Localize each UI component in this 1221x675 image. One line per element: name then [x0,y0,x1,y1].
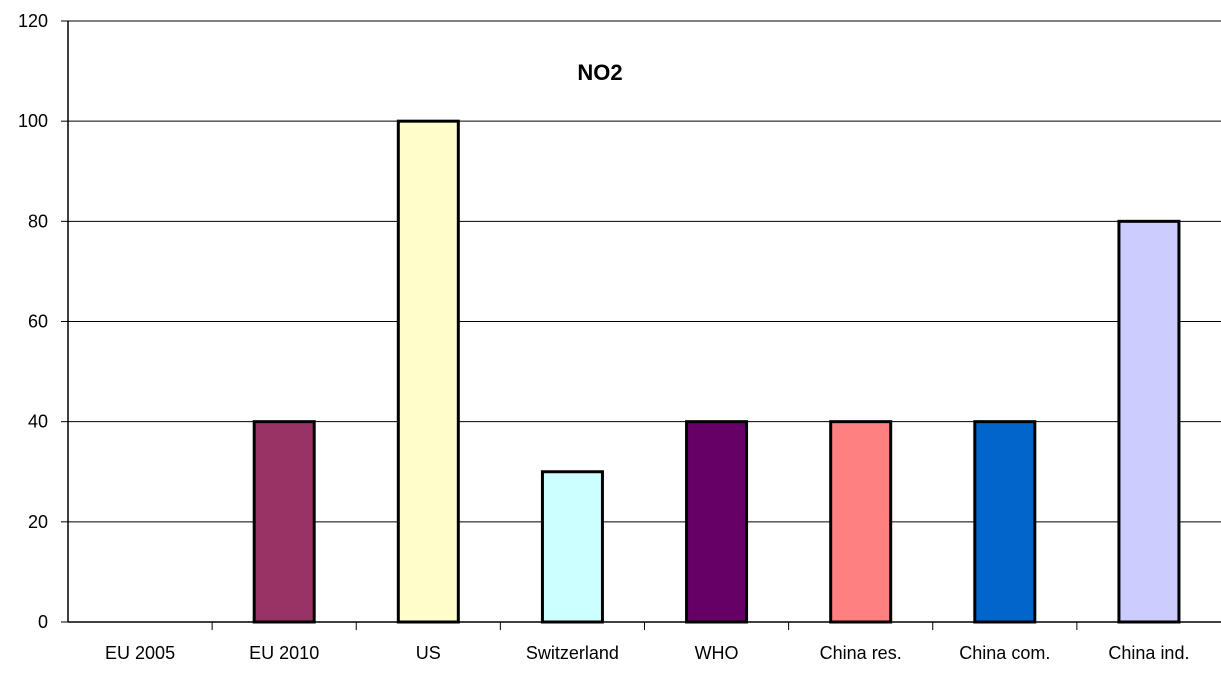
y-tick-label: 100 [18,111,48,131]
labels: 0 20 40 60 80 100 120 EU 2005 EU 2010 US Switzerla… [18,11,1190,663]
category-label: China res. [820,643,902,663]
bar-4 [685,420,749,624]
category-label: EU 2005 [105,643,175,663]
y-tick-label: 120 [18,11,48,31]
category-label: China ind. [1108,643,1189,663]
y-tick-label: 80 [28,211,48,231]
category-label: WHO [695,643,739,663]
bar-6 [973,420,1037,624]
bar-5 [829,420,893,624]
y-tick-label: 60 [28,312,48,332]
category-label: Switzerland [526,643,619,663]
y-tick-label: 40 [28,412,48,432]
bar-7 [1117,219,1181,624]
category-label: EU 2010 [249,643,319,663]
category-label: US [416,643,441,663]
bar-2 [396,119,460,624]
bars [252,119,1181,624]
y-tick-label: 0 [38,612,48,632]
gridlines [68,20,1221,523]
category-label: China com. [959,643,1050,663]
bar-1 [252,420,316,624]
bar-3 [540,470,604,624]
axes [61,20,1221,630]
y-tick-label: 20 [28,512,48,532]
chart-title: NO2 [577,60,622,85]
